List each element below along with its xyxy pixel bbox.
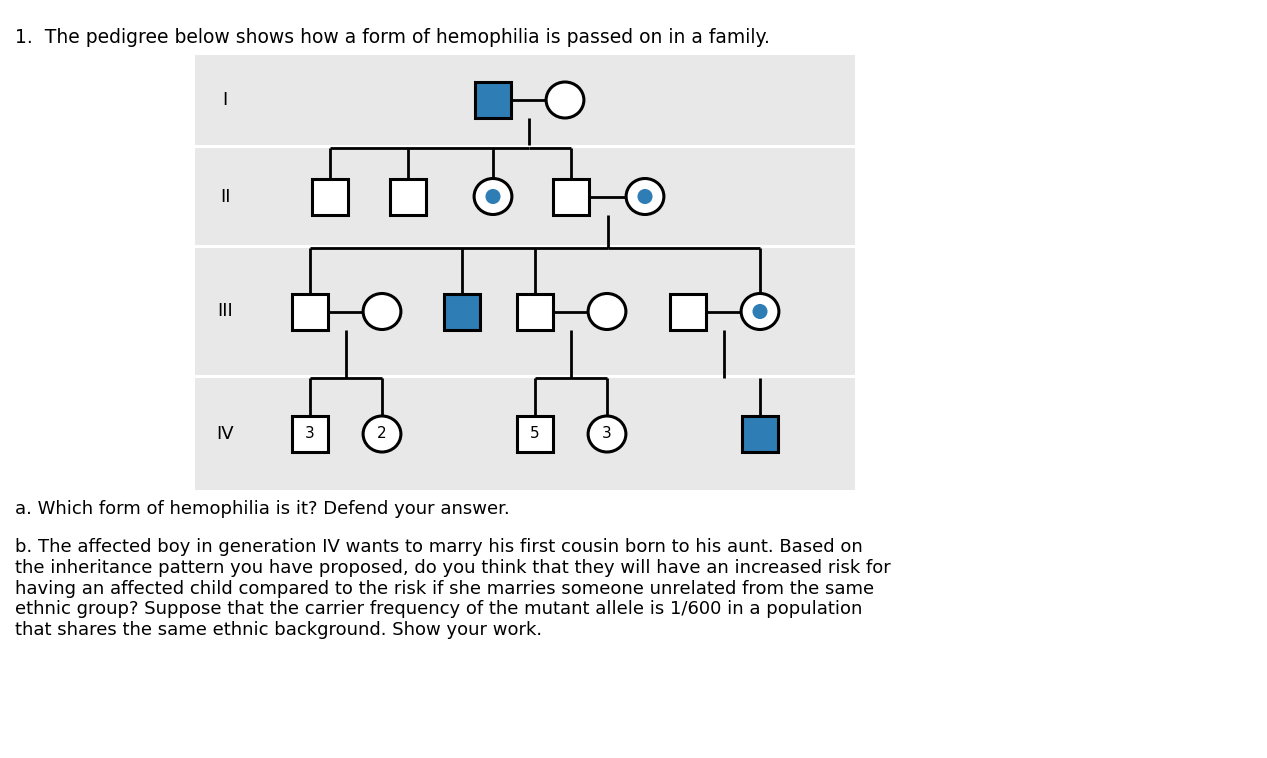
Ellipse shape xyxy=(588,293,626,330)
Text: II: II xyxy=(219,187,231,205)
Text: 1.  The pedigree below shows how a form of hemophilia is passed on in a family.: 1. The pedigree below shows how a form o… xyxy=(15,28,770,47)
Bar xyxy=(291,293,328,330)
Bar xyxy=(312,178,348,215)
Ellipse shape xyxy=(474,178,512,215)
Text: III: III xyxy=(217,302,233,321)
Ellipse shape xyxy=(364,416,400,452)
Bar xyxy=(195,148,855,245)
Text: a. Which form of hemophilia is it? Defend your answer.: a. Which form of hemophilia is it? Defen… xyxy=(15,500,509,518)
Bar xyxy=(475,82,511,118)
Bar xyxy=(517,416,552,452)
Bar xyxy=(195,248,855,375)
Text: I: I xyxy=(223,91,228,109)
Text: 3: 3 xyxy=(602,427,612,441)
Ellipse shape xyxy=(364,293,400,330)
Bar xyxy=(517,293,552,330)
Text: 5: 5 xyxy=(530,427,540,441)
Bar xyxy=(552,178,589,215)
Bar xyxy=(670,293,706,330)
Bar xyxy=(742,416,778,452)
Bar xyxy=(195,378,855,490)
Text: 3: 3 xyxy=(305,427,315,441)
Ellipse shape xyxy=(626,178,664,215)
Ellipse shape xyxy=(588,416,626,452)
Text: 2: 2 xyxy=(378,427,386,441)
Bar xyxy=(390,178,426,215)
Text: b. The affected boy in generation IV wants to marry his first cousin born to his: b. The affected boy in generation IV wan… xyxy=(15,538,891,639)
Ellipse shape xyxy=(741,293,779,330)
Circle shape xyxy=(753,305,767,318)
Circle shape xyxy=(487,190,500,203)
Bar xyxy=(291,416,328,452)
Circle shape xyxy=(639,190,651,203)
Bar xyxy=(443,293,480,330)
Text: IV: IV xyxy=(217,425,234,443)
Ellipse shape xyxy=(546,82,584,118)
Bar xyxy=(195,55,855,145)
